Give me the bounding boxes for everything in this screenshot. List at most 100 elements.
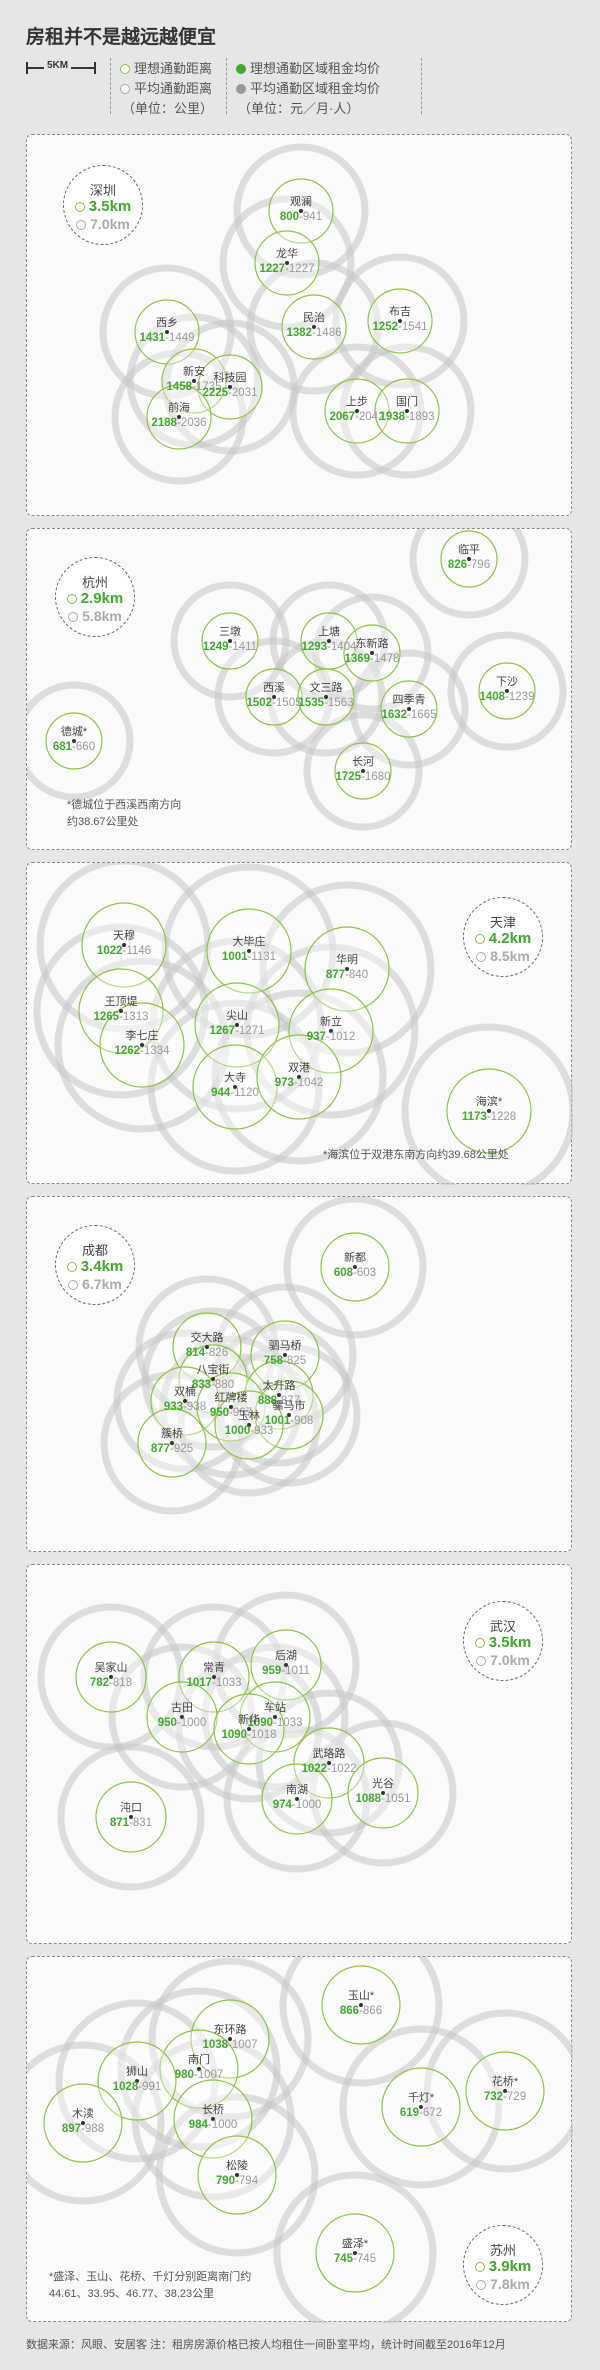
avg-rent-value: -1007 [228,2039,257,2051]
ideal-rent-value: 2188 [151,417,177,429]
district-name: 盛泽* [342,2236,369,2250]
avg-commute-ring [409,529,529,619]
district-point [361,769,365,773]
district-point [295,1797,299,1801]
ideal-rent-value: 950 [158,1717,177,1729]
city-name: 深圳 [89,183,116,198]
district-name: 千灯* [408,2091,435,2104]
avg-rent-value: -866 [359,2005,382,2017]
district-name: 吴家山 [95,1660,128,1674]
avg-rent-value: -2031 [228,387,257,399]
district-point [109,1675,113,1679]
avg-commute-ring [289,343,425,479]
avg-commute-ring [207,1323,351,1467]
ideal-rent-value: 1262 [114,1045,140,1057]
district-point [192,379,196,383]
avg-commute-ring [233,143,369,279]
avg-commute-ring [332,253,468,389]
avg-ring-icon [476,952,487,962]
district-point [228,2037,232,2041]
district-point [135,2079,139,2083]
avg-commute-ring [303,711,423,831]
avg-commute-ring [339,2025,503,2189]
district-point [381,1791,385,1795]
district-point [235,1023,239,1027]
district-rent: 790-794 [216,2175,259,2187]
district-point [247,1423,251,1427]
avg-rent-value: -1033 [273,1717,302,1729]
ideal-rent-value: 1173 [462,1111,487,1123]
ideal-rent-value: 897 [62,2123,81,2135]
ideal-rent-value: 758 [264,1355,284,1367]
district-point [122,943,126,947]
district-name: 长河 [352,755,374,768]
district-rent: 1267-1271 [209,1025,264,1037]
district-point [228,385,232,389]
city-ideal-distance: 2.9km [56,590,134,607]
district-point [287,1413,291,1417]
district-point [297,1075,301,1079]
avg-commute-ring [149,937,325,1113]
avg-rent-value: -1449 [165,332,194,344]
city-map: 观澜 800-941 龙华 1227-1227 民治 1382-1486 布吉 1252-15… [99,143,475,485]
avg-rent-value: -826 [205,1347,228,1359]
city-panel-hangzhou: 临平 826-796 三墩 1249-1411 上塘 1293-1404 东新路 1369-1… [26,528,572,850]
avg-commute-ring [283,1197,427,1339]
avg-rent-value: -796 [467,559,490,571]
district-point [398,319,402,323]
avg-rent-value: -1411 [229,641,258,653]
avg-rent-value: -941 [299,211,322,223]
district-name: 大寺 [224,1070,246,1084]
district-name: 新立 [320,1014,342,1028]
avg-rent-value: -925 [170,1443,193,1455]
ideal-rent-value: 1000 [225,1425,251,1437]
ideal-rent-value: 1001 [222,951,248,963]
district-name: 大毕庄 [233,934,266,948]
district-name: 临平 [458,542,480,556]
label-layer: 临平826-796三墩1249-1411上塘1293-1404东新路1369-1… [53,542,535,783]
avg-rent-value: -1563 [324,697,353,709]
district-point [299,209,303,213]
avg-ring-icon [68,1280,79,1290]
ideal-rent-value: 681 [53,741,73,753]
avg-rent-value: -818 [109,1677,132,1689]
avg-rent-value: -1334 [140,1045,170,1057]
district-rent: 1249-1411 [203,641,257,653]
district-rent: 937-1012 [307,1031,356,1043]
avg-rent-value: -794 [235,2175,259,2187]
district-rent: 1090-1033 [247,1717,302,1729]
avg-rent-value: -1313 [119,1011,148,1023]
note-line: *盛泽、玉山、花桥、千灯分别距离南门约 [49,2271,252,2283]
district-rent: 826-796 [448,559,490,571]
label-layer: 新都 608-603 交大路 814-826 驷马桥 758-825 八宝街 833-880 太… [151,1250,376,1455]
district-point [177,415,181,419]
district-name: 木渎 [72,2106,94,2120]
ideal-rent-value: 2225 [202,387,228,399]
avg-rent-value: -1486 [312,327,341,339]
city-ideal-distance: 3.9km [464,2258,542,2275]
avg-ring-layer [100,1197,427,1515]
district-rent: 1431-1449 [139,332,194,344]
district-point [205,1345,209,1349]
ideal-rent-value: 790 [216,2175,235,2187]
district-name: 簇桥 [161,1426,183,1440]
city-name: 成都 [81,1243,108,1258]
ideal-rent-value: 1408 [479,691,505,703]
district-rent: 619-672 [400,2107,442,2119]
avg-commute-ring [148,1957,312,2121]
city-avg-distance: 8.5km [464,948,542,964]
ideal-ring-icon [66,594,77,604]
avg-rent-value: -1146 [123,945,152,957]
district-point [140,1043,144,1047]
district-rent: 959-1011 [262,1665,310,1677]
district-rent: 833-880 [192,1379,234,1391]
district-rent: 1293-1404 [301,641,357,653]
city-name: 天津 [489,915,516,930]
ideal-rent-value: 1369 [344,653,370,665]
district-name: 红牌楼 [215,1390,248,1404]
avg-rent-value: -1893 [405,411,434,423]
ideal-rent-value: 1267 [209,1025,235,1037]
city-name: 苏州 [489,2243,516,2258]
district-name: 花桥* [492,2075,519,2088]
district-name: 东新路 [356,636,389,650]
